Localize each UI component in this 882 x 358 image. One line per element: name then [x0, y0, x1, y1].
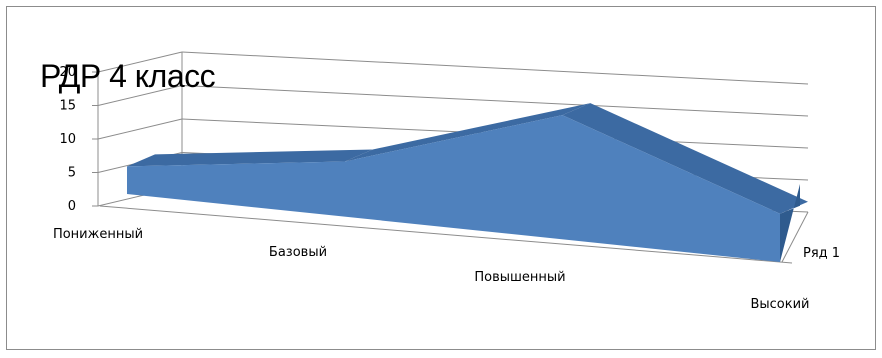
category-label: Повышенный — [474, 270, 565, 285]
area-top-segment — [562, 103, 808, 214]
y-tick-label: 20 — [59, 65, 76, 80]
chart-title: РДР 4 класс — [40, 58, 216, 94]
gridline-20 — [181, 51, 809, 85]
category-label: Базовый — [269, 245, 327, 260]
area-front-face — [127, 115, 780, 262]
gridline-depth-10 — [97, 118, 183, 140]
y-tick-label: 10 — [59, 132, 76, 147]
series-label: Ряд 1 — [803, 246, 840, 261]
y-tick-label: 15 — [59, 99, 76, 114]
category-label: Высокий — [750, 297, 809, 312]
floor-right-edge — [781, 211, 809, 263]
area-top-segment — [127, 149, 373, 167]
category-label: Пониженный — [53, 227, 143, 242]
area-top-segment — [344, 103, 591, 162]
area-side-face — [780, 184, 800, 262]
gridline-depth-20 — [97, 51, 183, 73]
gridline-depth-15 — [97, 85, 183, 106]
y-tick-label: 5 — [68, 166, 76, 181]
gridline-15 — [181, 85, 809, 117]
y-tick-label: 0 — [68, 199, 76, 214]
floor-front-edge — [99, 205, 793, 264]
